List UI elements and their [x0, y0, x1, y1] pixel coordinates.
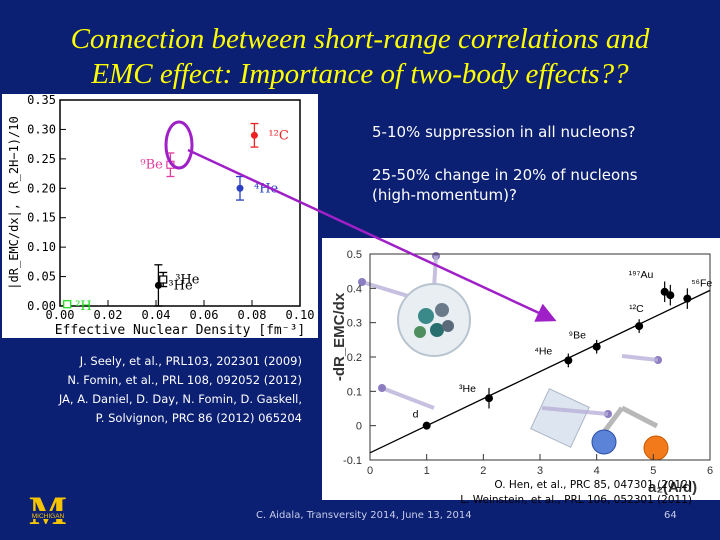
point-label: ³He: [459, 383, 476, 395]
data-point: ³He: [459, 383, 493, 409]
marker: [666, 291, 675, 300]
y-tick-label: 0.20: [27, 181, 56, 195]
marker: [564, 356, 573, 365]
data-point: ⁵⁶Fe: [683, 278, 712, 309]
emc-density-svg: 0.00 0.02 0.04 0.06 0.08 0.10 0.00 0.05 0.10 0.15…: [7, 93, 315, 338]
point-label: ¹²C: [629, 303, 644, 315]
marker: [485, 394, 493, 403]
marker: [683, 294, 692, 303]
point-label: ⁹Be: [569, 330, 586, 342]
title-line-2: EMC effect: Importance of two-body effec…: [91, 58, 629, 90]
y-tick-label: -0.1: [343, 455, 362, 467]
y-axis-label: |dR_EMC/dx|, (R_2H−1)/10: [7, 116, 21, 289]
y-tick-label: 0.2: [347, 352, 362, 364]
point-label: ⁹Be: [140, 158, 163, 173]
nucleus-illustration: [358, 252, 669, 461]
reference: JA, A. Daniel, D. Day, N. Fomin, D. Gask…: [58, 392, 302, 406]
data-point: ⁹Be: [569, 330, 601, 354]
y-tick-label: 0.35: [27, 93, 56, 107]
data-point: [666, 284, 675, 306]
emc-a2-chart: 0 1 2 3 4 5 6 -0.1 0 0.1 0.2 0.3 0.4 0.5 a₂(A/d) -dR_EM…: [322, 238, 720, 500]
title-line-1: Connection between short-range correlati…: [70, 23, 650, 55]
data-point: ¹²C: [629, 303, 644, 333]
point-label: d: [413, 409, 419, 421]
y-tick-label: 0.25: [27, 152, 56, 166]
y-tick-label: 0.1: [347, 386, 362, 398]
slide-title: Connection between short-range correlati…: [0, 22, 720, 92]
y-tick-label: 0.4: [347, 283, 362, 295]
x-tick-label: 1: [424, 465, 430, 477]
note-change: 25-50% change in 20% of nucleons (high-m…: [372, 165, 638, 205]
point-label: ³He: [168, 278, 193, 293]
reference: P. Solvignon, PRC 86 (2012) 065204: [95, 411, 302, 425]
marker: [250, 131, 258, 139]
marker: [635, 322, 644, 331]
marker: [63, 300, 72, 309]
x-tick-label: 4: [594, 465, 600, 477]
x-tick-label: 3: [537, 465, 543, 477]
michigan-logo: M MICHIGAN: [20, 488, 76, 533]
x-tick-label: 0.00: [46, 308, 75, 322]
data-point: ¹²C: [250, 122, 289, 148]
data-point: ⁴He: [236, 175, 279, 201]
note-suppression: 5-10% suppression in all nucleons?: [372, 123, 636, 141]
y-tick-label: 0.5: [347, 249, 362, 261]
y-axis-label: -dR_EMC/dx: [331, 292, 348, 381]
data-point: ³He: [159, 271, 200, 288]
x-axis-label: Effective Nuclear Density [fm⁻³]: [55, 323, 305, 338]
point-label: ⁵⁶Fe: [691, 278, 712, 290]
x-tick-label: 6: [707, 465, 713, 477]
note-change-line-2: (high-momentum)?: [372, 186, 517, 204]
data-point: ⁴He: [534, 345, 573, 368]
note-change-line-1: 25-50% change in 20% of nucleons: [372, 166, 638, 184]
y-tick-label: 0.30: [27, 122, 56, 136]
x-tick-label: 2: [480, 465, 486, 477]
references-left: J. Seely, et al., PRL103, 202301 (2009) …: [20, 352, 302, 428]
data-point: ⁹Be: [140, 152, 175, 178]
x-axis-label: a₂(A/d): [648, 479, 697, 496]
marker: [422, 421, 431, 430]
x-tick-label: 0.08: [238, 308, 267, 322]
y-tick-label: 0.15: [27, 211, 56, 225]
y-tick-label: 0: [356, 421, 362, 433]
x-tick-label: 0: [367, 465, 373, 477]
y-tick-label: 0.3: [347, 318, 362, 330]
marker: [159, 275, 168, 284]
reference: O. Hen, et al., PRC 85, 047301 (2012): [494, 479, 692, 491]
emc-density-chart: 0.00 0.02 0.04 0.06 0.08 0.10 0.00 0.05 0.10 0.15…: [2, 93, 318, 338]
point-label: ¹⁹⁷Au: [629, 269, 654, 281]
point-label: ⁴He: [254, 181, 279, 196]
reference: L. Weinstein, et al., PRL 106, 052301 (2…: [460, 494, 692, 506]
references-right: O. Hen, et al., PRC 85, 047301 (2012) L.…: [380, 478, 692, 508]
data-point: ¹⁹⁷Au: [629, 269, 669, 303]
logo-letter: M: [29, 488, 67, 533]
data-point: d: [413, 409, 431, 430]
x-tick-label: 5: [650, 465, 656, 477]
point-label: ¹²C: [268, 128, 288, 143]
marker: [166, 160, 175, 169]
marker: [236, 184, 244, 192]
x-tick-label: 0.04: [142, 308, 171, 322]
point-label: ⁴He: [534, 345, 552, 357]
reference: N. Fomin, et al., PRL 108, 092052 (2012): [67, 373, 302, 387]
x-tick-label: 0.10: [286, 308, 315, 322]
x-tick-label: 0.02: [94, 308, 123, 322]
data-point: ³He: [154, 264, 193, 307]
y-tick-label: 0.05: [27, 270, 56, 284]
reference: J. Seely, et al., PRL103, 202301 (2009): [79, 354, 302, 368]
y-tick-label: 0.10: [27, 240, 56, 254]
x-tick-label: 0.06: [190, 308, 219, 322]
marker: [592, 342, 601, 351]
y-tick-label: 0.00: [27, 299, 56, 313]
footer-text: C. Aidala, Transversity 2014, June 13, 2…: [256, 510, 472, 521]
logo-text: MICHIGAN: [32, 513, 65, 520]
point-label: ²H: [75, 299, 92, 314]
emc-a2-svg: 0 1 2 3 4 5 6 -0.1 0 0.1 0.2 0.3 0.4 0.5 a₂(A/d) -dR_EM…: [331, 249, 713, 496]
page-number: 64: [664, 510, 677, 521]
point-label: ³He: [175, 273, 200, 288]
data-point: ²H: [63, 299, 92, 314]
